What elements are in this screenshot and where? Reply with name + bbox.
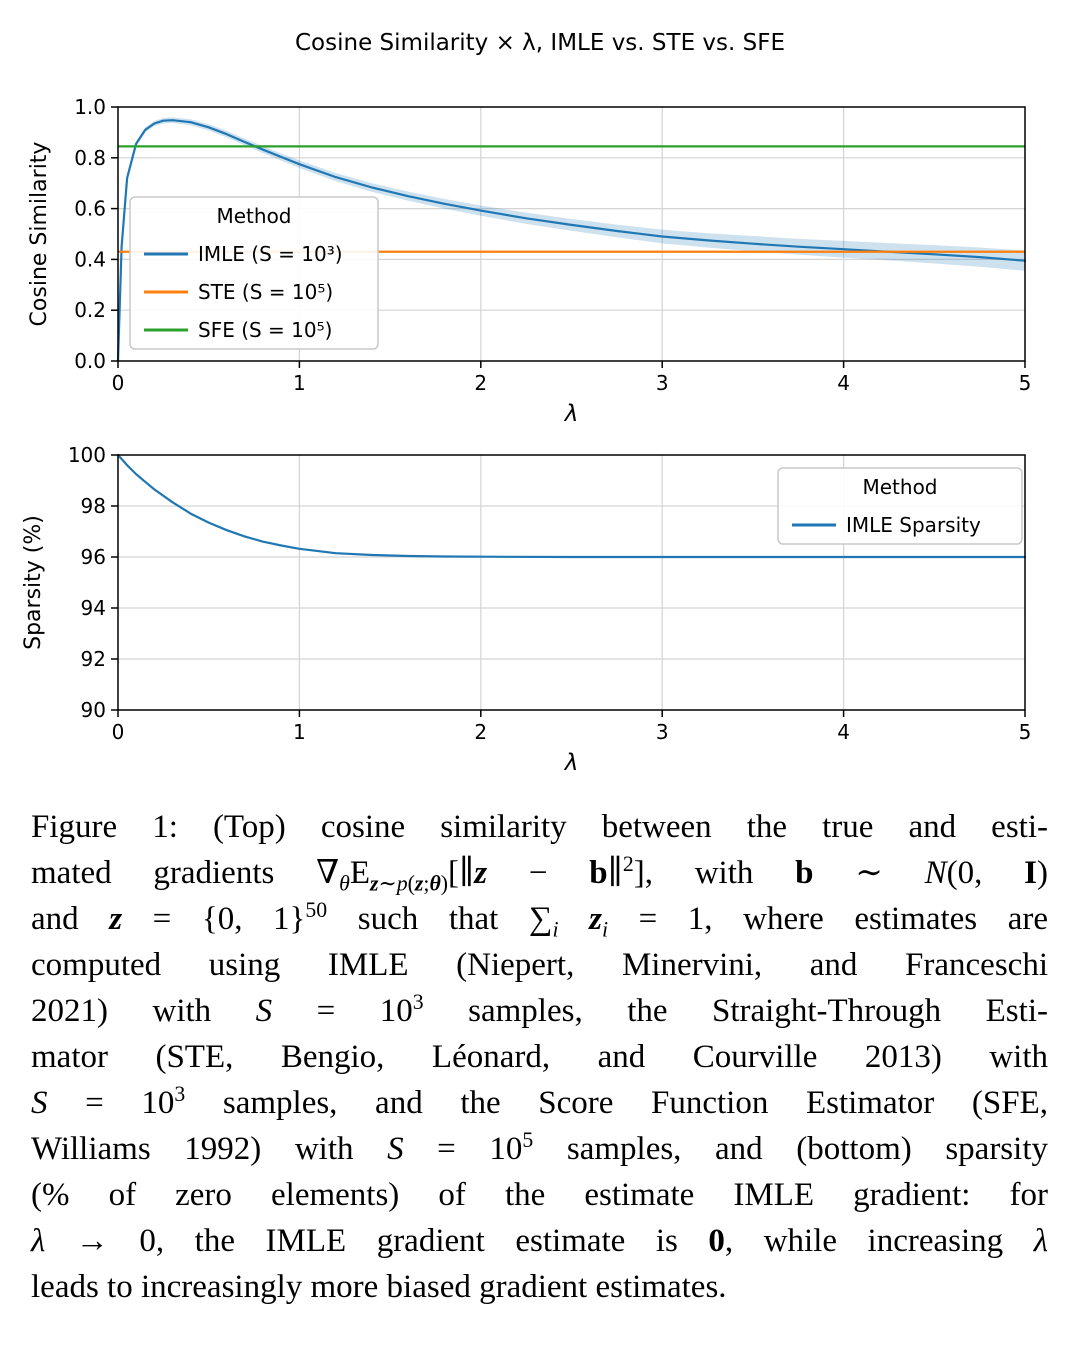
x-tick-label: 0 (112, 371, 125, 395)
x-tick-label: 5 (1019, 371, 1032, 395)
y-tick-label: 90 (81, 698, 106, 722)
legend-box (777, 467, 1023, 545)
y-tick-label: 0.6 (74, 197, 106, 221)
y-tick-label: 1.0 (74, 95, 106, 119)
x-tick-label: 1 (293, 720, 306, 744)
y-tick-label: 92 (81, 647, 106, 671)
y-tick-label: 0.4 (74, 247, 106, 271)
legend-label: IMLE (S = 10³) (198, 242, 343, 266)
legend-title: Method (862, 475, 937, 499)
y-tick-label: 94 (81, 596, 106, 620)
caption-line: mator (STE, Bengio, Léonard, and Courvil… (31, 1039, 1048, 1075)
caption-line: λ → 0, the IMLE gradient estimate is 0, … (31, 1223, 1048, 1259)
x-tick-label: 0 (112, 720, 125, 744)
caption-line: S = 103 samples, and the Score Function … (31, 1082, 1048, 1121)
x-tick-label: 1 (293, 371, 306, 395)
plot-border (117, 106, 1026, 362)
caption-line: Figure 1: (Top) cosine similarity betwee… (31, 809, 1048, 845)
x-tick-label: 2 (474, 720, 487, 744)
x-axis-label: λ (563, 401, 579, 427)
cosine-similarity-chart: 0 1 2 3 4 5 0.0 0.2 0.4 0.6 0.8 1.0 Cosine Similarit… (27, 95, 1032, 427)
legend-label: IMLE Sparsity (846, 513, 981, 537)
figure-caption: Figure 1: (Top) cosine similarity betwee… (31, 804, 1048, 1310)
legend-label: SFE (S = 10⁵) (198, 318, 332, 342)
caption-line: mated gradients ∇θEz∼p(z;θ)[∥z − b∥2], w… (31, 852, 1048, 896)
x-tick-label: 4 (837, 371, 850, 395)
x-tick-label: 3 (656, 371, 669, 395)
y-axis-label: Sparsity (%) (21, 515, 46, 650)
y-tick-label: 0.2 (74, 298, 106, 322)
caption-line: 2021) with S = 103 samples, the Straight… (31, 990, 1048, 1029)
series-line (116, 119, 1027, 363)
confidence-band (118, 117, 1025, 361)
y-tick-label: 0.0 (74, 349, 106, 373)
y-tick-label: 0.8 (74, 146, 106, 170)
caption-line: (% of zero elements) of the estimate IML… (31, 1177, 1048, 1213)
x-tick-label: 5 (1019, 720, 1032, 744)
sparsity-chart: 0 1 2 3 4 5 90 92 94 96 98 100 Sparsity (%) λ Method IM… (21, 443, 1032, 776)
y-tick-label: 96 (81, 545, 106, 569)
y-tick-label: 98 (81, 494, 106, 518)
caption-line: and z = {0, 1}50 such that ∑i zi = 1, wh… (31, 898, 1049, 942)
legend-box (129, 196, 379, 350)
series-line (116, 453, 1027, 559)
x-axis-label: λ (563, 750, 579, 776)
y-tick-label: 100 (68, 443, 106, 467)
y-axis-label: Cosine Similarity (27, 142, 52, 327)
caption-line: computed using IMLE (Niepert, Minervini,… (31, 947, 1048, 983)
legend-label: STE (S = 10⁵) (198, 280, 333, 304)
legend-title: Method (216, 204, 291, 228)
x-tick-label: 3 (656, 720, 669, 744)
caption-line: Williams 1992) with S = 105 samples, and… (31, 1128, 1048, 1167)
x-tick-label: 4 (837, 720, 850, 744)
x-tick-label: 2 (474, 371, 487, 395)
plot-border (117, 454, 1026, 711)
top-chart-title: Cosine Similarity × λ, IMLE vs. STE vs. … (295, 30, 785, 56)
caption-line: leads to increasingly more biased gradie… (31, 1269, 727, 1305)
